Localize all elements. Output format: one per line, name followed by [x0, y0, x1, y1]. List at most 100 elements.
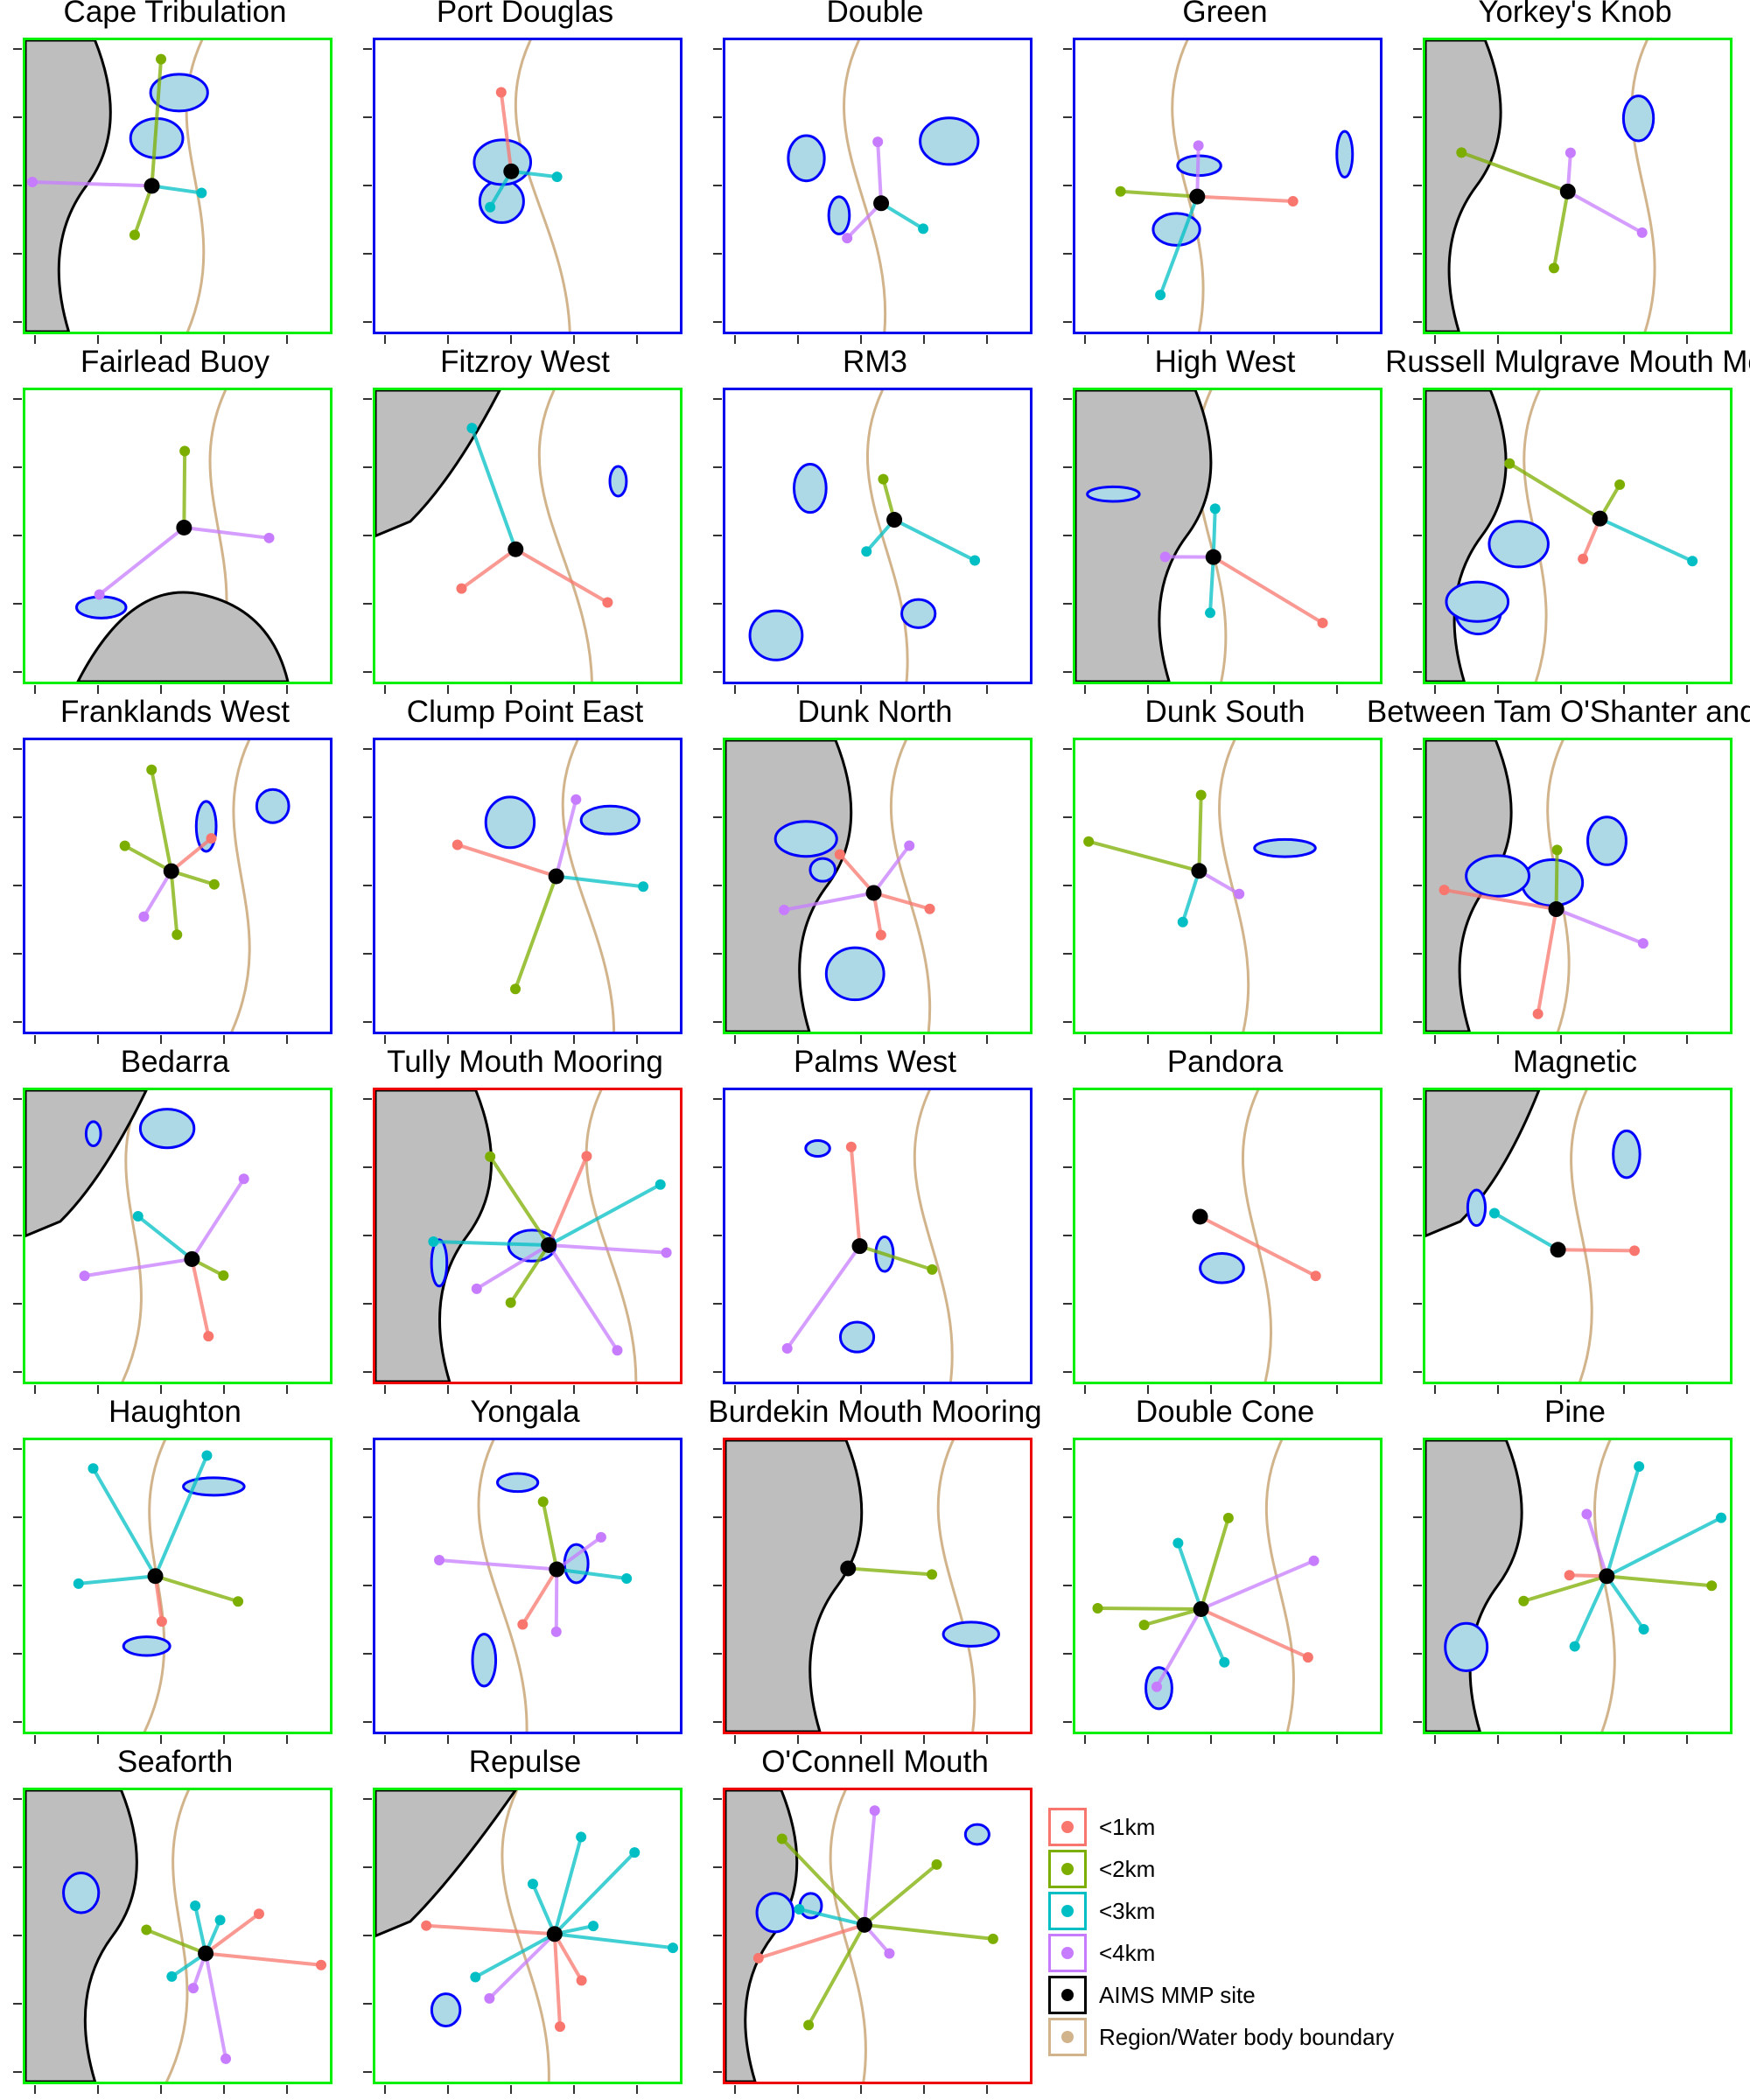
mmp-site-point	[1191, 863, 1208, 879]
distance-spoke	[460, 548, 517, 591]
panel-map	[23, 38, 332, 334]
neighbour-site-point	[471, 1283, 482, 1294]
neighbour-site-point	[1518, 1595, 1530, 1606]
neighbour-site-point	[668, 1942, 678, 1954]
neighbour-site-point	[190, 1900, 201, 1911]
map-svg	[1425, 740, 1648, 1032]
region-boundary-line	[121, 1090, 144, 1382]
distance-spoke	[1572, 1575, 1609, 1648]
panel-map	[723, 388, 1032, 684]
panel-map	[1423, 1088, 1732, 1384]
distance-spoke	[1176, 1542, 1203, 1610]
neighbour-site-point	[1155, 290, 1166, 301]
map-panel: Pandora	[1050, 1045, 1400, 1400]
neighbour-site-point	[1687, 556, 1698, 567]
neighbour-site-point	[220, 2053, 232, 2064]
land-mass	[25, 1790, 138, 2082]
panel-map	[23, 1438, 332, 1734]
neighbour-site-point	[1219, 1656, 1230, 1668]
map-panel: Yorkey's Knob	[1400, 0, 1750, 350]
neighbour-site-point	[1716, 1512, 1727, 1523]
neighbour-site-point	[452, 839, 463, 850]
land-mass	[1075, 390, 1213, 682]
panel-title: Bedarra	[120, 1045, 230, 1079]
mmp-site-point	[1193, 1600, 1209, 1617]
distance-spoke	[758, 1922, 865, 1960]
map-svg	[375, 1090, 672, 1382]
map-panel: O'Connell Mouth	[700, 1745, 1050, 2100]
distance-spoke	[1197, 194, 1293, 204]
neighbour-site-point	[1456, 147, 1467, 158]
panel-map	[723, 1788, 1032, 2084]
neighbour-site-point	[845, 1141, 857, 1152]
land-mass	[1425, 1440, 1523, 1732]
distance-spoke	[487, 1932, 556, 2000]
distance-spoke	[858, 1244, 933, 1271]
neighbour-site-point	[551, 172, 563, 183]
region-boundary-line	[1171, 40, 1205, 332]
map-panel: Seaforth	[0, 1745, 350, 2100]
legend-swatch	[1048, 1808, 1087, 1846]
neighbour-site-point	[208, 878, 220, 890]
mmp-site-point	[163, 863, 179, 879]
neighbour-site-point	[803, 2020, 815, 2031]
neighbour-site-point	[638, 881, 649, 892]
neighbour-site-point	[1488, 1208, 1500, 1219]
neighbour-site-point	[470, 1971, 481, 1983]
neighbour-site-point	[233, 1596, 244, 1607]
panel-title: Between Tam O'Shanter and T	[1366, 695, 1750, 729]
neighbour-site-point	[884, 1948, 895, 1959]
mmp-site-point	[856, 1916, 872, 1933]
region-boundary-line	[1630, 40, 1656, 332]
neighbour-site-point	[794, 1903, 805, 1914]
distance-spoke	[798, 1908, 865, 1927]
neighbour-site-point	[1564, 147, 1576, 158]
map-panel: Franklands West	[0, 695, 350, 1050]
panel-map	[1423, 738, 1732, 1034]
land-mass	[25, 1090, 148, 1238]
distance-spoke	[552, 1836, 584, 1935]
reef-outline	[1466, 1188, 1488, 1228]
distance-spoke	[509, 1243, 550, 1304]
mmp-site-point	[184, 1250, 200, 1267]
distance-spoke	[170, 836, 213, 873]
neighbour-site-point	[1177, 916, 1188, 928]
panel-title: Palms West	[793, 1045, 957, 1079]
neighbour-site-point	[612, 1345, 623, 1356]
legend-label: <2km	[1099, 1856, 1156, 1882]
neighbour-site-point	[88, 1463, 99, 1474]
neighbour-site-point	[485, 1151, 496, 1162]
map-panel: Repulse	[350, 1745, 700, 2100]
neighbour-site-point	[1083, 836, 1095, 847]
panel-title: Tully Mouth Mooring	[387, 1045, 663, 1079]
distance-spoke	[880, 201, 925, 231]
reef-outline	[755, 1892, 795, 1934]
map-panel: Tully Mouth Mooring	[350, 1045, 700, 1400]
distance-spoke	[553, 1851, 636, 1936]
distance-spoke	[845, 201, 883, 240]
distance-spoke	[1522, 1574, 1607, 1603]
reef-outline	[149, 73, 209, 113]
panel-map	[23, 738, 332, 1034]
panel-map	[723, 1438, 1032, 1734]
distance-spoke	[123, 844, 172, 873]
neighbour-site-point	[1637, 938, 1648, 949]
distance-spoke	[204, 1953, 228, 2060]
neighbour-site-point	[1115, 186, 1126, 197]
panel-title: Clump Point East	[406, 695, 644, 729]
map-svg	[74, 390, 290, 682]
neighbour-site-point	[27, 177, 38, 188]
reef-outline	[838, 1320, 876, 1354]
neighbour-site-point	[588, 1921, 599, 1932]
mmp-site-point	[541, 1236, 557, 1253]
map-panel: Palms West	[700, 1045, 1050, 1400]
distance-spoke	[786, 1244, 862, 1350]
neighbour-site-point	[1706, 1580, 1718, 1592]
legend-dot-icon	[1061, 1863, 1074, 1875]
neighbour-site-point	[203, 1331, 214, 1342]
distance-spoke	[169, 871, 179, 935]
distance-spoke	[426, 1923, 555, 1936]
distance-spoke	[1606, 1516, 1722, 1578]
panel-title: Green	[1182, 0, 1268, 29]
region-boundary-line	[1218, 740, 1250, 1032]
